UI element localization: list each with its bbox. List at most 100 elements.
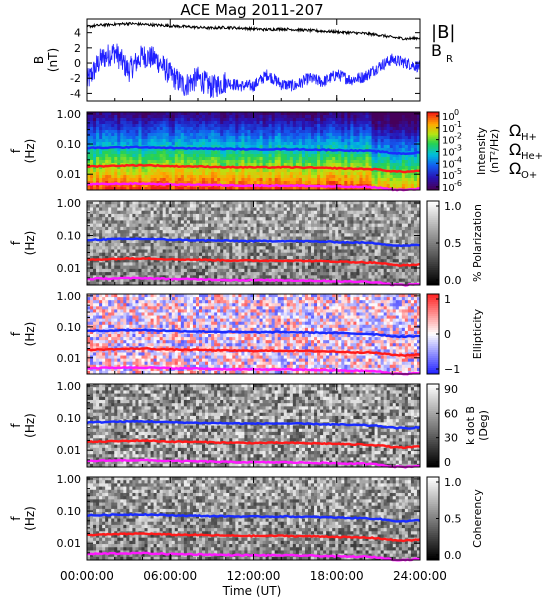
polarization-cell xyxy=(286,246,291,250)
polarization-cell xyxy=(283,275,288,279)
polarization-cell xyxy=(102,207,106,212)
intensity-cell xyxy=(380,151,385,155)
intensity-cell xyxy=(380,139,385,143)
polarization-cell xyxy=(117,213,121,218)
polarization-cell xyxy=(283,233,288,237)
intensity-cell xyxy=(283,145,288,149)
intensity-cell xyxy=(365,127,369,131)
polarization-cell xyxy=(289,213,294,218)
intensity-cell xyxy=(292,124,297,128)
intensity-cell xyxy=(99,175,103,179)
intensity-cell xyxy=(271,178,276,182)
intensity-cell xyxy=(298,181,303,185)
intensity-cell xyxy=(410,142,415,146)
polarization-cell xyxy=(259,230,263,234)
intensity-cell xyxy=(111,172,115,176)
polarization-cell xyxy=(229,255,233,260)
polarization-cell xyxy=(223,207,227,212)
intensity-cell xyxy=(298,130,303,134)
intensity-cell xyxy=(208,139,212,143)
intensity-cell xyxy=(174,169,179,173)
intensity-cell xyxy=(350,178,354,182)
intensity-cell xyxy=(153,178,158,182)
intensity-cell xyxy=(177,124,182,128)
intensity-cell xyxy=(144,175,148,179)
polarization-cell xyxy=(289,207,294,212)
polarization-cell xyxy=(147,201,151,205)
intensity-cell xyxy=(192,163,197,167)
intensity-cell xyxy=(183,133,188,137)
intensity-cell xyxy=(335,163,339,167)
intensity-cell xyxy=(365,181,369,185)
polarization-cell xyxy=(165,243,170,247)
polarization-cell xyxy=(238,262,242,267)
polarization-cell xyxy=(250,230,254,234)
polarization-cell xyxy=(304,207,309,212)
intensity-cell xyxy=(217,121,221,125)
polarization-cell xyxy=(165,275,170,279)
intensity-cell xyxy=(93,154,97,158)
intensity-cell xyxy=(120,172,124,176)
intensity-cell xyxy=(93,181,97,185)
intensity-cell xyxy=(238,139,242,143)
intensity-cell xyxy=(129,121,133,125)
intensity-cell xyxy=(277,139,282,143)
polarization-cell xyxy=(307,246,312,250)
polarization-cell xyxy=(141,249,145,254)
polarization-cell xyxy=(114,281,118,286)
intensity-cell xyxy=(244,115,248,119)
intensity-cell xyxy=(404,154,409,158)
intensity-cell xyxy=(377,166,382,170)
intensity-cell xyxy=(332,181,336,185)
polarization-cell xyxy=(129,268,133,273)
intensity-cell xyxy=(93,115,97,119)
polarization-cell xyxy=(93,226,97,231)
intensity-cell xyxy=(323,178,327,182)
intensity-cell xyxy=(132,121,136,125)
polarization-cell xyxy=(214,255,218,260)
intensity-cell xyxy=(153,157,158,161)
intensity-cell xyxy=(132,178,136,182)
polarization-cell xyxy=(96,239,100,244)
polarization-cell xyxy=(189,275,194,279)
intensity-cell xyxy=(123,157,127,161)
polarization-cell xyxy=(205,262,209,267)
intensity-cell xyxy=(341,145,345,149)
intensity-cell xyxy=(96,130,100,134)
intensity-cell xyxy=(214,115,218,119)
polarization-cell xyxy=(326,210,330,215)
polarization-cell xyxy=(244,275,248,279)
polarization-cell xyxy=(189,243,194,247)
polarization-cell xyxy=(165,207,170,212)
intensity-cell xyxy=(283,112,288,116)
intensity-cell xyxy=(247,139,251,143)
intensity-cell xyxy=(268,157,273,161)
intensity-cell xyxy=(220,133,224,137)
intensity-cell xyxy=(114,160,118,164)
intensity-cell xyxy=(199,154,203,158)
polarization-cell xyxy=(153,272,158,276)
intensity-cell xyxy=(413,184,418,188)
intensity-cell xyxy=(229,115,233,119)
polarization-cell xyxy=(208,204,212,208)
intensity-cell xyxy=(156,166,161,170)
intensity-cell xyxy=(159,157,164,161)
intensity-cell xyxy=(289,151,294,155)
intensity-cell xyxy=(268,112,273,116)
intensity-cell xyxy=(129,124,133,128)
intensity-cell xyxy=(241,160,245,164)
intensity-cell xyxy=(123,133,127,137)
intensity-cell xyxy=(144,130,148,134)
intensity-cell xyxy=(141,142,145,146)
polarization-cell xyxy=(301,233,306,237)
intensity-cell xyxy=(123,118,127,122)
intensity-cell xyxy=(413,160,418,164)
polarization-cell xyxy=(223,201,227,205)
polarization-cell xyxy=(256,207,260,212)
polarization-cell xyxy=(217,262,221,267)
polarization-cell xyxy=(304,233,309,237)
intensity-cell xyxy=(253,130,257,134)
intensity-cell xyxy=(123,139,127,143)
polarization-cell xyxy=(271,272,276,276)
polarization-cell xyxy=(99,207,103,212)
